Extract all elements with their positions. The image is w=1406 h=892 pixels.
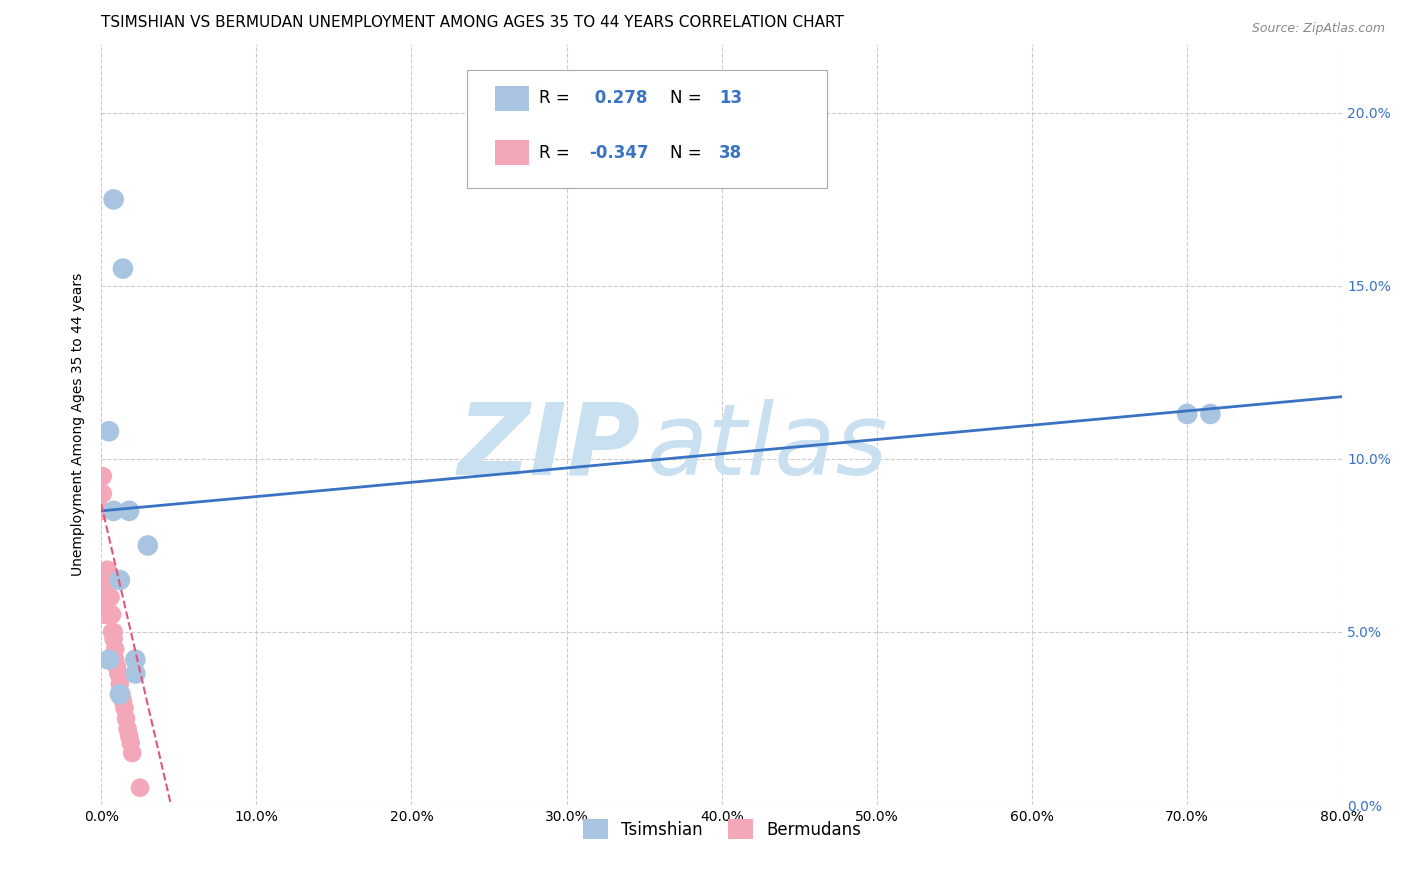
Text: atlas: atlas (647, 399, 889, 496)
Bermudans (98, 607, 121, 622)
Bermudans (96, 563, 118, 577)
Bermudans (110, 687, 132, 701)
Bermudans (129, 780, 152, 795)
Y-axis label: Unemployment Among Ages 35 to 44 years: Unemployment Among Ages 35 to 44 years (72, 273, 86, 576)
Text: -0.347: -0.347 (589, 145, 648, 162)
Tsimshian (98, 424, 121, 438)
FancyBboxPatch shape (495, 86, 530, 111)
Text: ZIP: ZIP (458, 399, 641, 496)
Bermudans (101, 607, 124, 622)
Text: TSIMSHIAN VS BERMUDAN UNEMPLOYMENT AMONG AGES 35 TO 44 YEARS CORRELATION CHART: TSIMSHIAN VS BERMUDAN UNEMPLOYMENT AMONG… (101, 15, 844, 30)
Bermudans (91, 504, 114, 518)
Bermudans (91, 486, 114, 500)
Bermudans (105, 659, 128, 673)
Bermudans (103, 632, 125, 646)
Bermudans (96, 591, 118, 605)
Tsimshian (108, 573, 131, 587)
Text: Source: ZipAtlas.com: Source: ZipAtlas.com (1251, 22, 1385, 36)
Bermudans (94, 573, 117, 587)
Bermudans (103, 624, 125, 639)
Bermudans (104, 653, 127, 667)
Bermudans (101, 624, 124, 639)
Text: R =: R = (540, 145, 575, 162)
Bermudans (117, 722, 139, 736)
Bermudans (98, 573, 121, 587)
FancyBboxPatch shape (495, 140, 530, 166)
Text: 13: 13 (720, 89, 742, 107)
Bermudans (96, 573, 118, 587)
Bermudans (100, 607, 122, 622)
Bermudans (96, 607, 118, 622)
Bermudans (111, 694, 134, 708)
Text: N =: N = (669, 145, 706, 162)
Bermudans (94, 607, 117, 622)
FancyBboxPatch shape (467, 70, 827, 188)
Tsimshian (103, 193, 125, 207)
Bermudans (98, 591, 121, 605)
Bermudans (121, 746, 143, 760)
Bermudans (94, 597, 117, 611)
Bermudans (100, 591, 122, 605)
Tsimshian (103, 504, 125, 518)
Tsimshian (98, 653, 121, 667)
Bermudans (120, 736, 142, 750)
Bermudans (118, 729, 141, 743)
Bermudans (93, 573, 115, 587)
Text: 0.278: 0.278 (589, 89, 647, 107)
Text: 38: 38 (720, 145, 742, 162)
Bermudans (104, 642, 127, 657)
Bermudans (93, 591, 115, 605)
Bermudans (93, 583, 115, 598)
Legend: Tsimshian, Bermudans: Tsimshian, Bermudans (576, 813, 868, 847)
Bermudans (108, 677, 131, 691)
Text: N =: N = (669, 89, 706, 107)
Tsimshian (108, 687, 131, 701)
Tsimshian (1199, 407, 1222, 421)
Tsimshian (1175, 407, 1198, 421)
Tsimshian (124, 666, 146, 681)
Tsimshian (118, 504, 141, 518)
Text: R =: R = (540, 89, 575, 107)
Tsimshian (136, 539, 159, 553)
Bermudans (94, 580, 117, 594)
Bermudans (115, 711, 138, 725)
Bermudans (107, 666, 129, 681)
Tsimshian (111, 261, 134, 276)
Bermudans (114, 701, 136, 715)
Bermudans (91, 469, 114, 483)
Tsimshian (124, 653, 146, 667)
Bermudans (93, 607, 115, 622)
